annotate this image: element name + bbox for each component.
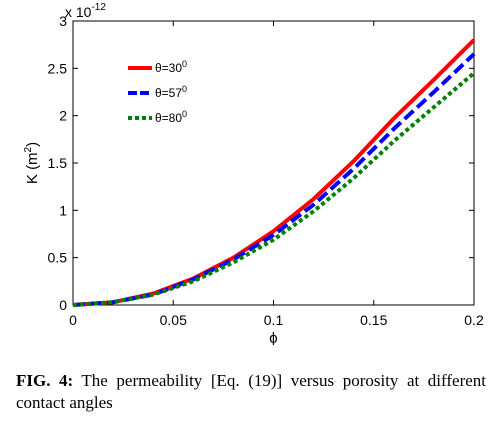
legend-label-3: θ=800: [155, 109, 187, 125]
y-tick-label: 1: [59, 202, 67, 218]
series-line-1: [72, 38, 476, 307]
legend-label-2: θ=570: [155, 84, 187, 100]
y-tick-label: 2.5: [48, 60, 68, 76]
series-line-2: [72, 52, 476, 307]
legend-label-1: θ=300: [155, 59, 187, 75]
y-tick-label: 0: [59, 297, 67, 313]
x-tick-label: 0.05: [160, 312, 187, 328]
y-tick-label: 3: [59, 13, 67, 29]
x-tick-label: 0.15: [360, 312, 387, 328]
plot-frame: [72, 20, 475, 306]
caption-label: FIG. 4:: [16, 371, 74, 390]
chart-figure: 0 0.05 0.1 0.15 0.2 0 0.5 1 1.5 2 2.5 3 x 10-12 ϕ K (m…: [23, 2, 484, 345]
caption-text: The permeability [Eq. (19)] versus poros…: [16, 371, 486, 412]
x-axis-label: ϕ: [269, 330, 277, 345]
series-line-3: [72, 71, 476, 307]
figure-caption: FIG. 4: The permeability [Eq. (19)] vers…: [16, 370, 486, 414]
x-tick-label: 0.2: [464, 312, 484, 328]
chart-svg: 0 0.05 0.1 0.15 0.2 0 0.5 1 1.5 2 2.5 3x 10-12 ϕ K (m…: [23, 2, 484, 345]
y-axis-multiplier: x 10-12: [65, 2, 106, 20]
x-tick-label: 0: [69, 312, 77, 328]
x-tick-label: 0.1: [264, 312, 284, 328]
y-tick-label: 0.5: [48, 250, 68, 266]
y-axis-label: K (m2): [23, 142, 41, 184]
y-tick-label: 1.5: [48, 155, 68, 171]
y-tick-label: 2: [59, 108, 67, 124]
